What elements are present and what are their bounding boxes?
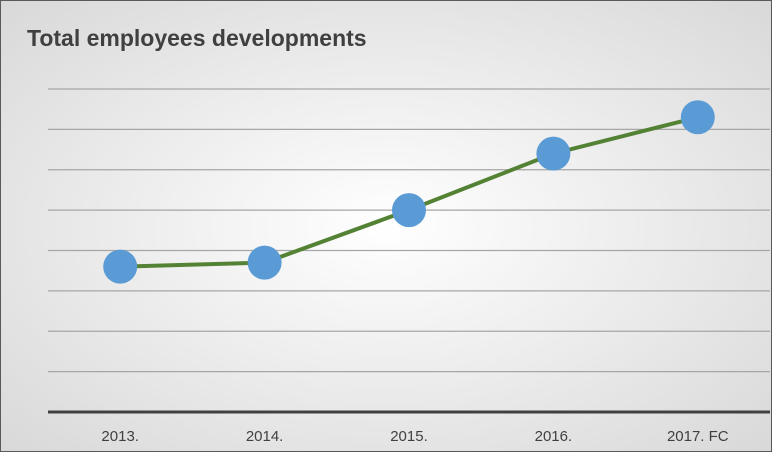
x-tick-label: 2016. <box>535 428 573 445</box>
data-point <box>536 136 571 171</box>
x-tick-label: 2014. <box>246 428 284 445</box>
x-tick-label: 2017. FC <box>667 428 729 445</box>
x-tick-label: 2013. <box>101 428 139 445</box>
chart-title: Total employees developments <box>27 25 367 51</box>
data-point <box>680 100 715 135</box>
data-point <box>247 245 282 280</box>
data-point <box>103 249 138 284</box>
x-tick-label: 2015. <box>390 428 428 445</box>
data-point <box>392 193 426 228</box>
